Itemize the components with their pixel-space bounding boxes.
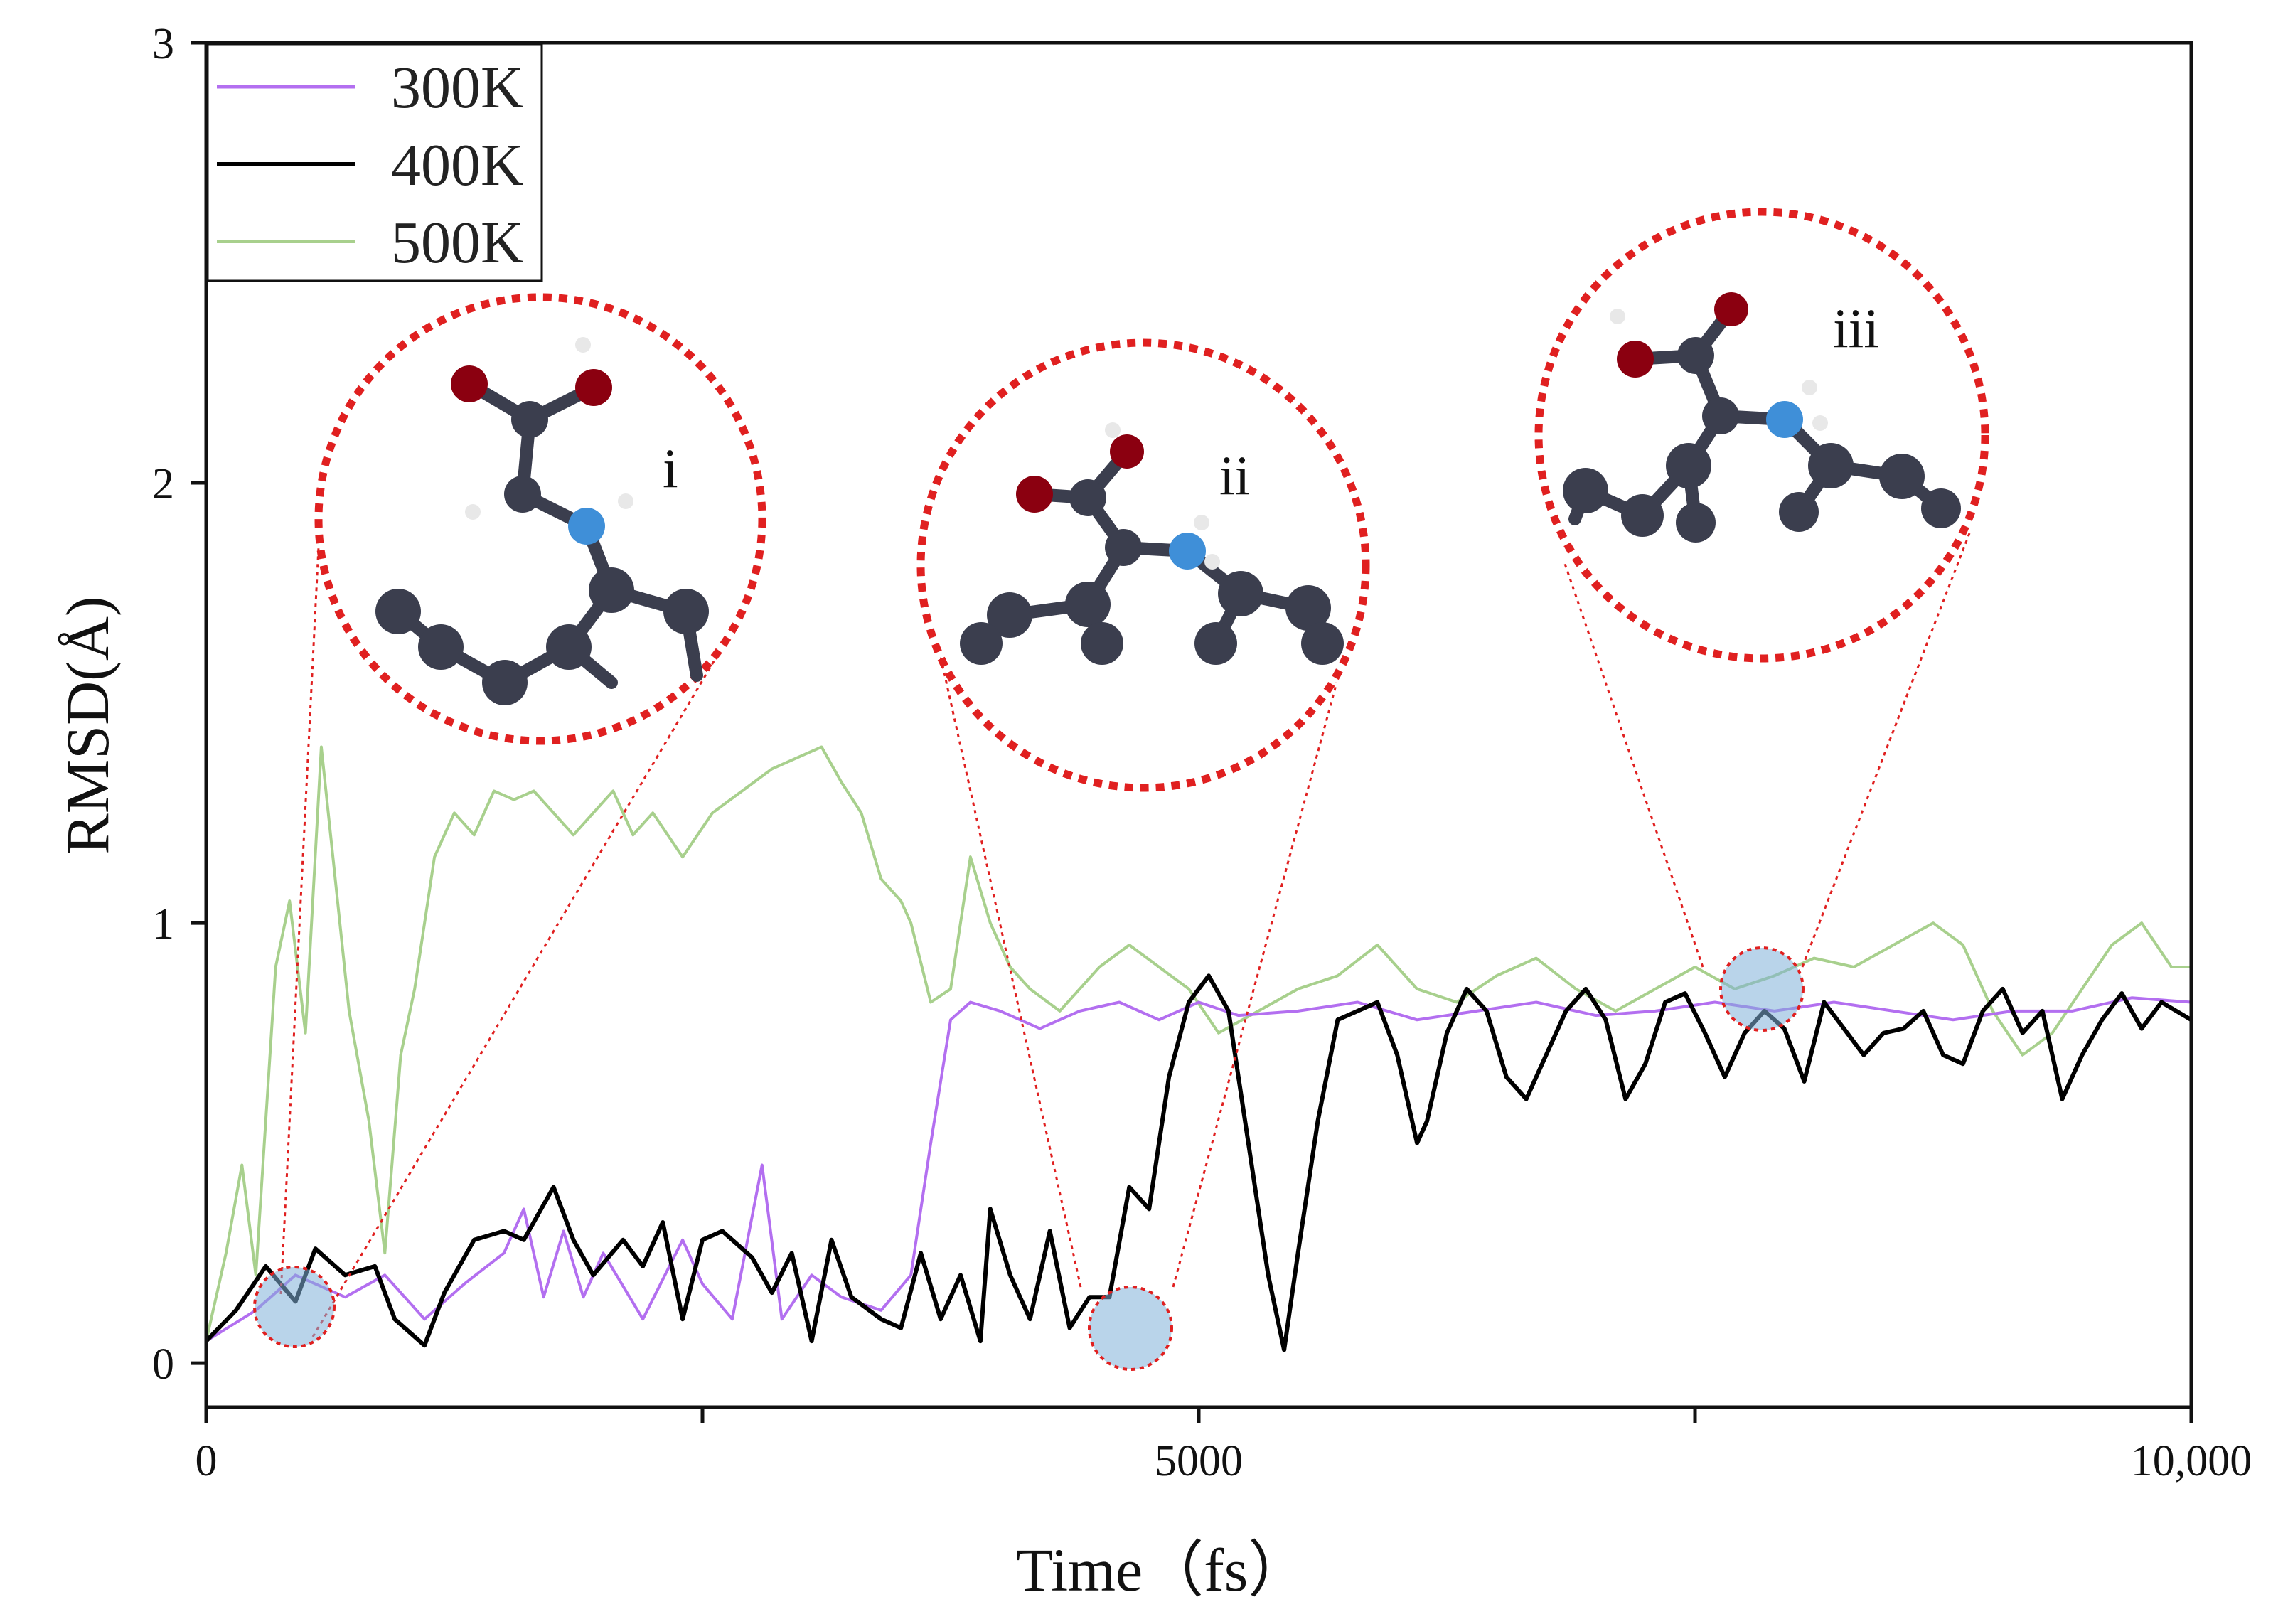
y-tick-label: 2: [152, 460, 174, 508]
callout-iii-circle: [1534, 208, 1989, 663]
y-tick-label: 0: [152, 1340, 174, 1389]
callout-ii-highlight: [1088, 1286, 1173, 1371]
y-axis-title: RMSD(Å): [53, 596, 122, 854]
series-line-300k: [206, 996, 2191, 1342]
callout-ii: ii: [916, 338, 1370, 1371]
legend-label-500k: 500K: [391, 210, 524, 276]
callout-i-label: i: [663, 437, 678, 499]
x-axis-title: Time（fs）: [1016, 1536, 1310, 1604]
x-tick-label: 5000: [1155, 1437, 1243, 1485]
callout-iii: iii: [1534, 208, 1989, 1032]
x-tick-label: 10,000: [2131, 1437, 2252, 1485]
callout-i: i: [253, 293, 766, 1348]
ticks-layer: 0 5000 10,000 0 1 2 3: [152, 20, 2252, 1485]
legend-label-300k: 300K: [391, 55, 524, 121]
callout-iii-highlight: [1719, 946, 1805, 1032]
callout-ii-label: ii: [1219, 444, 1250, 506]
legend-label-400k: 400K: [391, 132, 524, 198]
callout-iii-connector-left: [1563, 561, 1704, 968]
molecule-i: [375, 337, 709, 705]
y-tick-label: 1: [152, 900, 174, 949]
y-tick-label: 3: [152, 20, 174, 68]
callout-ii-circle: [916, 338, 1370, 792]
callout-iii-label: iii: [1833, 297, 1879, 359]
x-tick-label: 0: [196, 1437, 218, 1485]
molecule-iii: [1563, 292, 1961, 543]
callout-i-highlight: [253, 1266, 336, 1348]
callout-ii-connector-right: [1172, 682, 1338, 1288]
molecule-ii: [960, 422, 1344, 665]
series-line-400k: [206, 973, 2191, 1352]
legend: 300K 400K 500K: [206, 43, 543, 282]
